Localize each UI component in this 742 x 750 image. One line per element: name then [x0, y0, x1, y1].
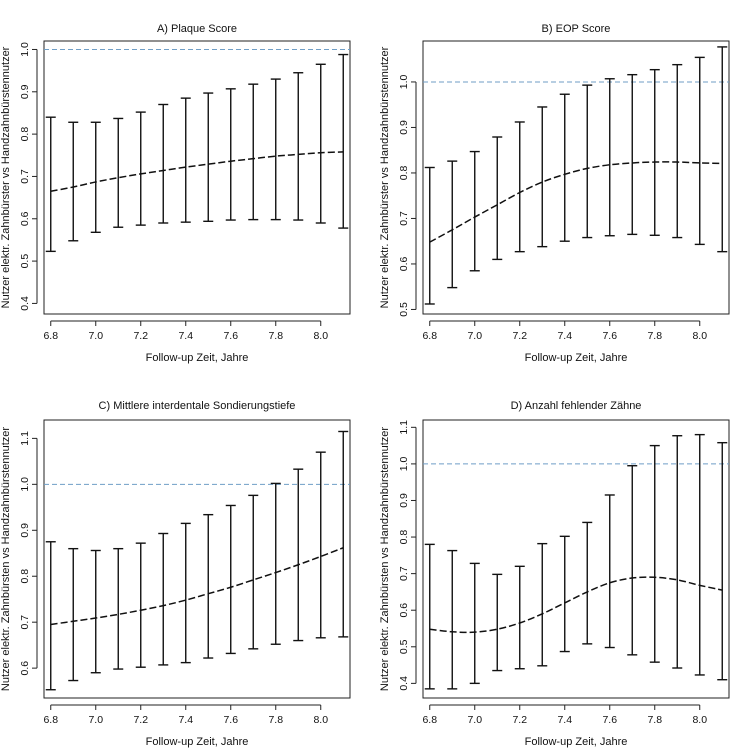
estimate-line: [50, 151, 344, 192]
y-tick-label: 0.8: [398, 165, 410, 180]
y-tick-label: 0.9: [398, 493, 410, 508]
x-tick-label: 7.6: [223, 330, 238, 342]
x-tick-label: 7.0: [467, 330, 482, 342]
y-tick-label: 0.5: [398, 639, 410, 654]
y-tick-label: 1.0: [398, 456, 410, 471]
y-axis-title: Nutzer elektr. Zahnbürsten vs Handzahnbü…: [0, 427, 12, 691]
estimate-line: [50, 547, 344, 626]
x-tick-label: 8.0: [313, 714, 328, 726]
y-axis-title: Nutzer elektr. Zahnbürsten vs Handzahnbü…: [379, 427, 391, 691]
x-tick-label: 6.8: [43, 714, 58, 726]
y-tick-label: 0.8: [19, 569, 31, 584]
y-tick-label: 1.0: [398, 74, 410, 89]
x-axis-title: Follow-up Zeit, Jahre: [525, 736, 628, 748]
x-tick-label: 7.6: [602, 714, 617, 726]
x-tick-label: 7.8: [268, 714, 283, 726]
panel-title: B) EOP Score: [542, 23, 611, 35]
plot-frame: [422, 40, 730, 315]
x-axis-title: Follow-up Zeit, Jahre: [525, 352, 628, 364]
y-tick-label: 0.7: [19, 169, 31, 184]
chart-panel-1: A) Plaque Score 6.8 7.0 7.2 7.4 7.6 7.8 8.0 0.4 0…: [0, 23, 351, 364]
x-axis-title: Follow-up Zeit, Jahre: [146, 352, 249, 364]
y-axis-title: Nutzer elektr. Zahnbürster vs Handzahnbü…: [0, 46, 12, 308]
y-tick-label: 0.7: [19, 615, 31, 630]
chart-panel-2: B) EOP Score 6.8 7.0 7.2 7.4 7.6 7.8 8.0 0.5 0.6 0…: [379, 23, 730, 364]
y-tick-label: 0.7: [398, 566, 410, 581]
y-axis-title: Nutzer elektr. Zahnbürster vs Handzahnbü…: [379, 46, 391, 308]
x-tick-label: 8.0: [692, 714, 707, 726]
x-tick-label: 7.4: [178, 714, 193, 726]
x-tick-label: 7.2: [512, 714, 527, 726]
y-tick-label: 0.4: [19, 296, 31, 311]
x-tick-label: 7.6: [223, 714, 238, 726]
x-tick-label: 6.8: [422, 330, 437, 342]
plot-frame: [422, 419, 730, 699]
y-tick-label: 1.0: [19, 477, 31, 492]
y-tick-label: 0.8: [19, 127, 31, 142]
x-tick-label: 7.4: [178, 330, 193, 342]
x-tick-label: 8.0: [692, 330, 707, 342]
plot-frame: [43, 419, 351, 699]
y-tick-label: 0.9: [19, 84, 31, 99]
estimate-line: [429, 576, 723, 634]
x-tick-label: 6.8: [43, 330, 58, 342]
y-tick-label: 0.6: [398, 603, 410, 618]
panel-title: C) Mittlere interdentale Sondierungstief…: [99, 400, 296, 412]
x-tick-label: 7.0: [88, 714, 103, 726]
plot-frame: [43, 40, 351, 315]
y-tick-label: 0.5: [398, 302, 410, 317]
x-tick-label: 7.4: [557, 714, 572, 726]
y-tick-label: 1.1: [398, 420, 410, 435]
x-tick-label: 7.0: [467, 714, 482, 726]
x-tick-label: 7.0: [88, 330, 103, 342]
y-tick-label: 1.0: [19, 42, 31, 57]
x-tick-label: 8.0: [313, 330, 328, 342]
y-tick-label: 0.7: [398, 211, 410, 226]
panel-title: D) Anzahl fehlender Zähne: [511, 400, 642, 412]
x-tick-label: 6.8: [422, 714, 437, 726]
y-tick-label: 0.9: [398, 120, 410, 135]
y-tick-label: 0.5: [19, 254, 31, 269]
y-tick-label: 0.4: [398, 676, 410, 691]
y-tick-label: 1.1: [19, 431, 31, 446]
x-tick-label: 7.8: [647, 330, 662, 342]
y-tick-label: 0.6: [398, 256, 410, 271]
x-tick-label: 7.6: [602, 330, 617, 342]
chart-panel-4: D) Anzahl fehlender Zähne 6.8 7.0 7.2 7.4 7.6…: [379, 400, 730, 748]
x-tick-label: 7.2: [133, 714, 148, 726]
chart-panel-3: C) Mittlere interdentale Sondierungstief…: [0, 400, 351, 748]
x-tick-label: 7.4: [557, 330, 572, 342]
x-tick-label: 7.2: [133, 330, 148, 342]
y-tick-label: 0.8: [398, 530, 410, 545]
x-tick-label: 7.8: [647, 714, 662, 726]
x-tick-label: 7.8: [268, 330, 283, 342]
y-tick-label: 0.6: [19, 661, 31, 676]
x-axis-title: Follow-up Zeit, Jahre: [146, 736, 249, 748]
x-tick-label: 7.2: [512, 330, 527, 342]
y-tick-label: 0.6: [19, 211, 31, 226]
estimate-line: [429, 161, 723, 243]
panel-title: A) Plaque Score: [157, 23, 237, 35]
y-tick-label: 0.9: [19, 523, 31, 538]
